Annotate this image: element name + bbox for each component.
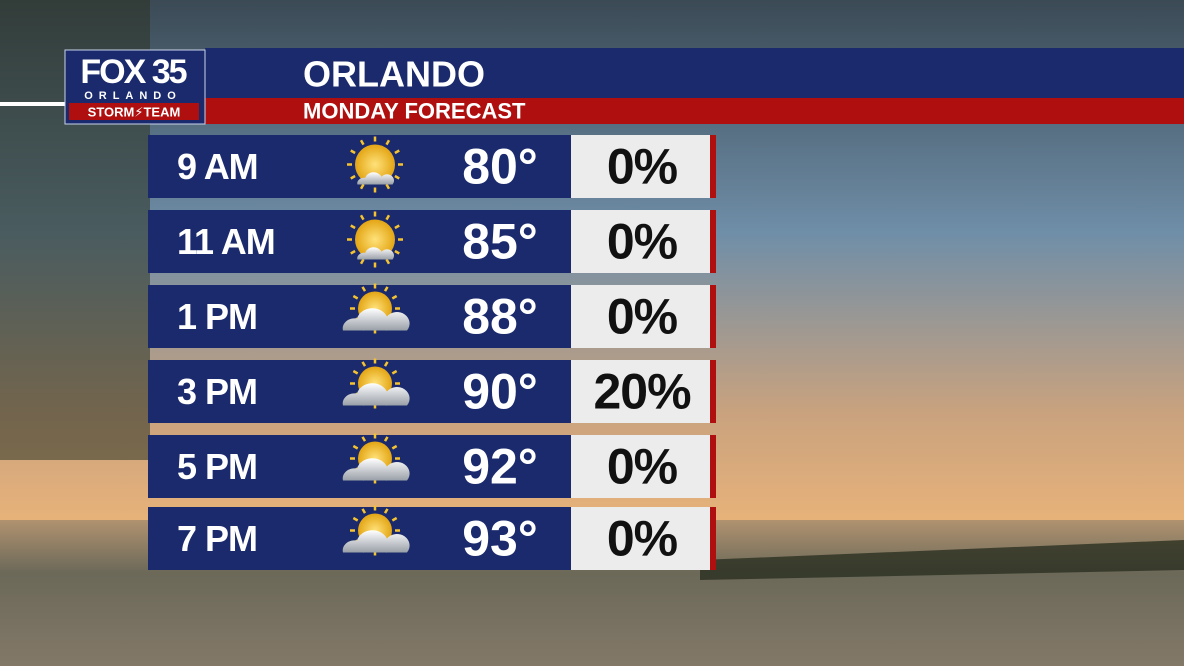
temperature: 92° [462, 439, 538, 495]
precip-bg [571, 360, 710, 423]
sun-ray [352, 516, 359, 522]
cloud [342, 530, 410, 553]
sun-ray [361, 361, 367, 367]
subtitle-bar [205, 98, 1184, 124]
temperature: 80° [462, 139, 538, 195]
row-edge [710, 135, 716, 198]
sun-ray [391, 294, 398, 300]
cloud [342, 308, 410, 331]
precip-bg [571, 435, 710, 498]
sun-ray [359, 214, 365, 221]
precip-bg [571, 135, 710, 198]
sun-ray [361, 286, 367, 292]
time-label: 7 PM [177, 518, 257, 559]
sun [355, 219, 395, 260]
sun-ray [361, 508, 367, 514]
sun-ray [359, 139, 365, 146]
sun-ray [383, 436, 389, 442]
precip-chance: 0% [607, 511, 678, 567]
time-label: 1 PM [177, 296, 257, 337]
sun-ray [352, 369, 359, 375]
precip-bg [571, 210, 710, 273]
title-bar [205, 48, 1184, 98]
weather-icon [342, 433, 410, 484]
forecast-rows: 9 AM 80° 0% 11 AM 85° 0% 1 PM 88° 0% 3 PM 90° 20% 5 … [148, 135, 716, 570]
cloud [342, 458, 410, 481]
sun-ray [361, 436, 367, 442]
weather-icon [342, 505, 410, 556]
sun-ray [385, 214, 391, 221]
sun-ray [385, 183, 391, 190]
precip-chance: 20% [593, 364, 691, 420]
sun-ray [391, 516, 398, 522]
sun-ray [383, 286, 389, 292]
sun-ray [350, 224, 356, 230]
forecast-row: 11 AM 85° 0% [148, 210, 716, 273]
header-subtitle: MONDAY FORECAST [303, 99, 526, 124]
precip-chance: 0% [607, 439, 678, 495]
precip-chance: 0% [607, 214, 678, 270]
time-label: 9 AM [177, 146, 258, 187]
forecast-row: 1 PM 88° 0% [148, 283, 716, 348]
sun-ray [352, 444, 359, 450]
time-label: 11 AM [177, 221, 275, 262]
row-edge [710, 285, 716, 348]
time-label: 3 PM [177, 371, 257, 412]
cloud [357, 172, 395, 185]
forecast-row: 3 PM 90° 20% [148, 358, 716, 423]
sun-ray [391, 444, 398, 450]
sun-ray [394, 174, 400, 180]
temperature: 85° [462, 214, 538, 270]
sun-ray [385, 258, 391, 265]
logo-team-box [69, 103, 199, 120]
forecast-row: 9 AM 80° 0% [148, 135, 716, 198]
row-edge [710, 360, 716, 423]
sun-ray [350, 174, 356, 180]
sun-ray [385, 139, 391, 146]
temperature: 88° [462, 289, 538, 345]
weather-icon [342, 283, 410, 334]
precip-bg [571, 507, 710, 570]
logo-brand: FOX 35 [80, 53, 186, 91]
temperature: 90° [462, 364, 538, 420]
sun-ray [352, 294, 359, 300]
sun-ray [359, 258, 365, 265]
shore [700, 540, 1184, 580]
precip-chance: 0% [607, 289, 678, 345]
precip-chance: 0% [607, 139, 678, 195]
precip-bg [571, 285, 710, 348]
sun-ray [350, 149, 356, 155]
logo-city: ORLANDO [84, 90, 182, 102]
weather-icon [347, 211, 403, 268]
row-edge [710, 210, 716, 273]
sun-ray [350, 249, 356, 255]
sun-ray [383, 361, 389, 367]
forecast-row: 7 PM 93° 0% [148, 505, 716, 570]
sun-ray [383, 508, 389, 514]
sun-ray [394, 224, 400, 230]
sun-ray [394, 149, 400, 155]
row-edge [710, 507, 716, 570]
logo-team: STORM⚡TEAM [88, 105, 181, 120]
header-title: ORLANDO [303, 54, 485, 95]
cloud [357, 247, 395, 260]
weather-icon [342, 358, 410, 409]
row-edge [710, 435, 716, 498]
sun [355, 144, 395, 185]
cloud [342, 383, 410, 406]
rule [0, 102, 70, 106]
time-label: 5 PM [177, 446, 257, 487]
forecast-row: 5 PM 92° 0% [148, 433, 716, 498]
temperature: 93° [462, 511, 538, 567]
sun-ray [359, 183, 365, 190]
sun-ray [394, 249, 400, 255]
sun-ray [391, 369, 398, 375]
weather-icon [347, 136, 403, 193]
